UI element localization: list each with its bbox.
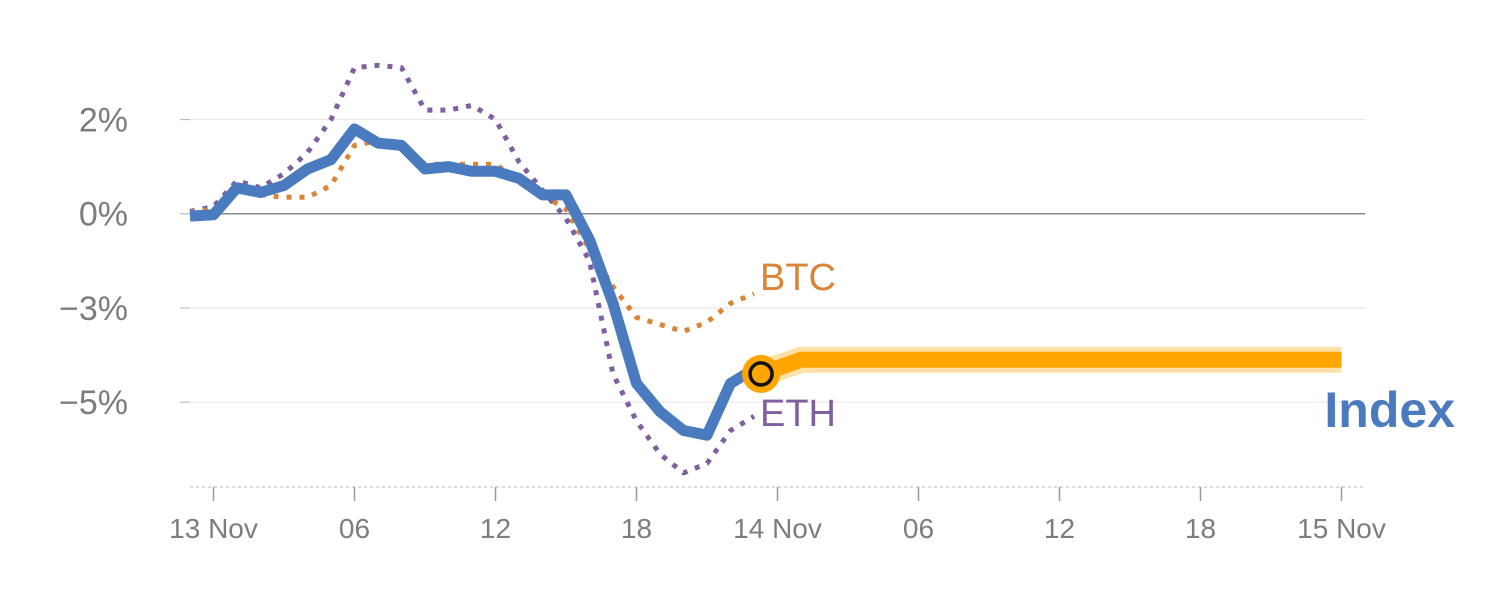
series-line-btc bbox=[189, 138, 755, 334]
x-tick-label: 18 bbox=[621, 513, 652, 544]
x-tick-label: 06 bbox=[339, 513, 370, 544]
x-tick-label: 12 bbox=[1044, 513, 1075, 544]
series-line-index bbox=[189, 123, 779, 441]
series-label-btc: BTC bbox=[760, 257, 836, 299]
grid-layer bbox=[190, 118, 1365, 403]
series-layer bbox=[189, 62, 1342, 476]
series-line-eth bbox=[189, 62, 756, 476]
x-tick-label: 14 Nov bbox=[733, 513, 822, 544]
x-tick-label: 18 bbox=[1185, 513, 1216, 544]
x-tick-label: 12 bbox=[480, 513, 511, 544]
series-label-eth: ETH bbox=[760, 393, 836, 435]
axis-layer: 2% 0% −3% −5% 13 Nov 06 12 18 14 Nov 06 12 18 15 Nov bbox=[59, 102, 1386, 544]
highlight-point bbox=[748, 361, 774, 387]
y-tick-label: −5% bbox=[59, 384, 128, 422]
x-tick-label: 15 Nov bbox=[1297, 513, 1386, 544]
series-label-index: Index bbox=[1324, 382, 1455, 438]
x-tick-label: 06 bbox=[903, 513, 934, 544]
y-tick-label: 2% bbox=[79, 102, 128, 140]
y-tick-label: 0% bbox=[79, 196, 128, 234]
label-layer: BTC ETH Index bbox=[760, 257, 1455, 438]
x-tick-label: 13 Nov bbox=[169, 513, 258, 544]
y-tick-label: −3% bbox=[59, 290, 128, 328]
